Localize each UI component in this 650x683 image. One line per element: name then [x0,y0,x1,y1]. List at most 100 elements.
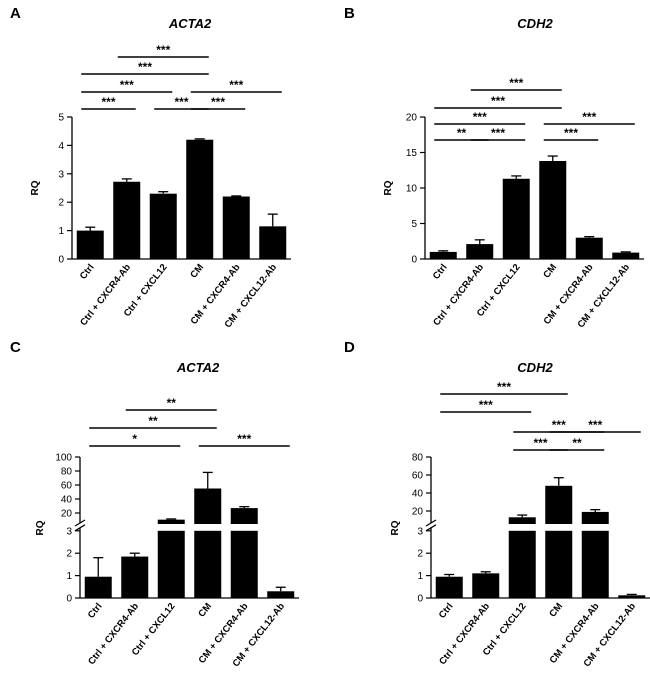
panel-c-ytick-label: 0 [66,594,72,605]
panel-d-bar-break-gap [580,527,610,530]
panel-a-category-label: Ctrl [78,262,97,282]
panel-b-ytick-label: 15 [406,148,418,159]
panel-d-bar [581,511,609,524]
panel-d-ytick-label: 40 [412,489,424,500]
panel-c-ytick-label: 20 [61,509,73,520]
panel-d-ytick-label: 0 [417,594,423,605]
panel-c-ytick-label: 3 [66,526,72,537]
panel-b-bar [502,178,530,259]
panel-b-ylabel: RQ [383,180,394,195]
panel-d-bar [618,595,646,598]
panel-c-sig-label: ** [148,414,158,428]
panel-c-letter: C [10,339,21,356]
panel-d-bar-break-gap [507,527,537,530]
panel-b-sig-label: *** [564,126,578,140]
panel-c-bar-break-gap [193,527,223,530]
panel-a-ytick-label: 0 [58,255,64,266]
panel-a-ytick-label: 5 [58,113,64,124]
panel-d-bar [472,573,500,598]
panel-a-sig-label: *** [229,78,243,92]
panel-a-sig-label: *** [156,43,170,57]
panel-d-bar [435,576,463,598]
panel-d-sig-label: *** [533,436,547,450]
panel-b-ytick-label: 0 [411,255,417,266]
panel-a-category-label: CM [188,262,206,280]
panel-a-sig-label: *** [211,95,225,109]
panel-d-title: CDH2 [517,360,553,375]
panel-d-bar [545,485,573,524]
panel-a-letter: A [10,5,21,22]
panel-c-title: ACTA2 [176,360,220,375]
panel-a-bar [186,139,214,259]
panel-c-sig-label: *** [237,432,251,446]
panel-d-ytick-label: 60 [412,471,424,482]
panel-c-ytick-label: 100 [55,453,72,464]
panel-b-sig-label: *** [509,76,523,90]
panel-d-bar-lower [581,530,609,598]
panel-a-sig-label: *** [174,95,188,109]
panel-b-category-label: Ctrl [431,262,450,282]
panel-d-sig-label: *** [479,398,493,412]
panel-c-bar [157,519,185,524]
panel-b-title: CDH2 [517,16,553,31]
panel-c-ytick-label: 60 [61,481,73,492]
panel-b-sig-label: *** [473,110,487,124]
panel-b-ytick-label: 20 [406,113,418,124]
panel-d-letter: D [344,339,355,356]
panel-d-category-label: CM [547,601,565,619]
panel-c-axis-break-mark [74,519,86,527]
panel-a-bar [113,181,141,259]
panel-a-ytick-label: 2 [58,198,64,209]
panel-d-sig-label: *** [552,418,566,432]
panel-b-ytick-label: 5 [411,219,417,230]
panel-c-ytick-label: 1 [66,571,72,582]
panel-b-bar [466,244,494,259]
panel-c-sig-label: * [132,432,137,446]
panel-a-bar [149,193,177,259]
panel-b-sig-label: *** [582,110,596,124]
panel-a-sig-label: *** [120,78,134,92]
panel-d-ytick-label: 2 [417,549,423,560]
panel-b-letter: B [344,5,355,22]
panel-d-category-label: Ctrl [437,601,456,621]
panel-d-ytick-label: 3 [417,526,423,537]
panel-d-bar-lower [508,530,536,598]
panel-d-sig-label: *** [497,380,511,394]
panel-a-ylabel: RQ [30,180,41,195]
panel-d-sig-label: *** [588,418,602,432]
panel-c-bar [267,591,295,598]
panel-d-bar-lower [545,530,573,598]
panel-b-bar [612,252,640,259]
panel-c-bar [194,488,222,524]
panel-c-bar [84,576,112,598]
panel-a-bar [259,226,287,259]
panel-a-sig-label: *** [101,95,115,109]
panel-b-bar [575,237,603,259]
panel-c-ytick-label: 40 [61,495,73,506]
panel-c-ytick-label: 80 [61,467,73,478]
panel-c-bar [230,508,258,524]
panel-c-bar-lower [157,530,185,598]
panel-b-sig-label: *** [491,126,505,140]
panel-b-category-label: CM [541,262,559,280]
panel-c-bar-break-gap [229,527,259,530]
panel-a-bar [222,196,250,259]
panel-d-axis-break-mark [425,519,437,527]
panel-c-ytick-label: 2 [66,549,72,560]
panel-c-bar-break-gap [156,527,186,530]
panel-b-sig-label: *** [491,94,505,108]
panel-b-bar [429,251,457,259]
panel-a-sig-label: *** [138,60,152,74]
panel-c-category-label: CM [196,601,214,619]
panel-d-ytick-label: 20 [412,507,424,518]
panel-d-ytick-label: 80 [412,453,424,464]
panel-d-ytick-label: 1 [417,571,423,582]
panel-b-sig-label: ** [457,126,467,140]
panel-a-ytick-label: 1 [58,226,64,237]
panel-a-title: ACTA2 [168,16,212,31]
